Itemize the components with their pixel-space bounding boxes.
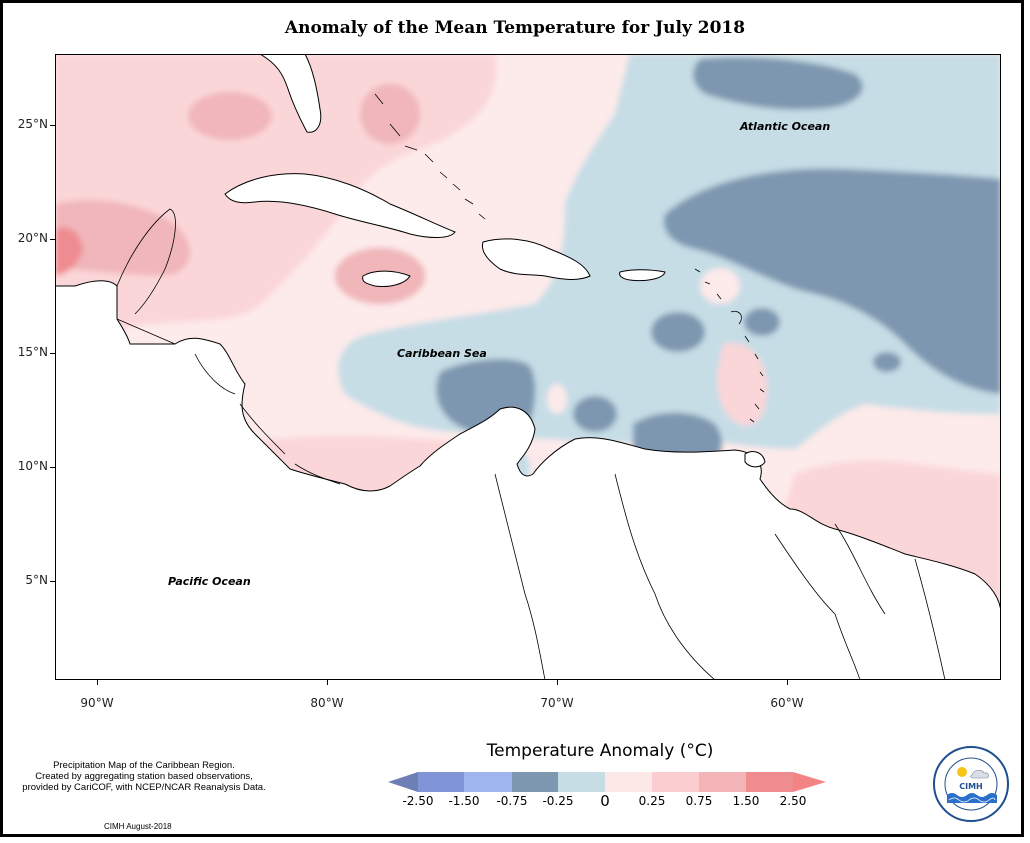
legend-colorbar bbox=[388, 770, 833, 798]
legend-swatch-5 bbox=[605, 772, 652, 792]
border-south-america bbox=[494, 473, 946, 680]
note-line-1: Precipitation Map of the Caribbean Regio… bbox=[53, 760, 235, 771]
lon-tick-70: 70°W bbox=[540, 696, 574, 710]
footer-credit: CIMH August-2018 bbox=[104, 822, 172, 831]
lon-tick-mark-70 bbox=[557, 680, 558, 685]
note-line-2: Created by aggregating station based obs… bbox=[35, 771, 253, 782]
lat-tick-mark-5 bbox=[50, 581, 55, 582]
lon-tick-60: 60°W bbox=[770, 696, 804, 710]
legend-title: Temperature Anomaly (°C) bbox=[486, 741, 714, 761]
land-puerto-rico bbox=[619, 269, 666, 282]
lat-tick-mark-20 bbox=[50, 239, 55, 240]
legend-swatch-0 bbox=[388, 772, 418, 792]
land-hispaniola bbox=[481, 238, 591, 280]
legend-label-7: 1.50 bbox=[732, 794, 760, 808]
lat-tick-5: 5°N bbox=[25, 573, 48, 587]
legend-label-3: -0.25 bbox=[542, 794, 574, 808]
anomaly-blob-gulf bbox=[188, 92, 272, 140]
lon-tick-80: 80°W bbox=[310, 696, 344, 710]
legend-swatch-8 bbox=[746, 772, 793, 792]
data-source-note: Precipitation Map of the Caribbean Regio… bbox=[8, 760, 280, 793]
anomaly-blob-yucatan-hot bbox=[55, 227, 83, 276]
legend-swatch-1 bbox=[418, 772, 464, 792]
anomaly-cold-patch-1 bbox=[651, 312, 705, 352]
lat-tick-mark-25 bbox=[50, 125, 55, 126]
cimh-logo-svg: CIMH bbox=[933, 746, 1009, 822]
land-cuba bbox=[224, 173, 456, 238]
legend-label-6: 0.75 bbox=[685, 794, 713, 808]
legend-label-5: 0.25 bbox=[638, 794, 666, 808]
legend-swatch-9 bbox=[793, 772, 826, 792]
legend-swatch-3 bbox=[512, 772, 558, 792]
anomaly-pink-aruba bbox=[547, 384, 567, 414]
map-canvas bbox=[55, 54, 1001, 680]
land-florida bbox=[259, 54, 322, 133]
legend-label-1: -1.50 bbox=[448, 794, 480, 808]
land-trinidad bbox=[744, 451, 766, 468]
lon-tick-mark-90 bbox=[97, 680, 98, 685]
legend-swatch-7 bbox=[699, 772, 746, 792]
land-jamaica bbox=[362, 270, 411, 287]
anomaly-cold-patch-4 bbox=[573, 396, 617, 432]
anomaly-cold-atlantic-north bbox=[693, 57, 863, 110]
label-caribbean-sea: Caribbean Sea bbox=[397, 347, 487, 360]
lat-tick-25: 25°N bbox=[17, 117, 48, 131]
legend-swatch-4 bbox=[558, 772, 605, 792]
yucatan-outline bbox=[116, 208, 176, 315]
lon-tick-90: 90°W bbox=[80, 696, 114, 710]
anomaly-cold-patch-2 bbox=[744, 308, 780, 336]
anomaly-map bbox=[55, 54, 1001, 680]
lat-tick-20: 20°N bbox=[17, 231, 48, 245]
lat-tick-10: 10°N bbox=[17, 459, 48, 473]
cloud-icon bbox=[970, 769, 989, 779]
legend-colorbar-svg bbox=[388, 772, 826, 792]
legend-swatch-2 bbox=[464, 772, 512, 792]
land-mainland bbox=[55, 280, 1001, 680]
lon-tick-mark-60 bbox=[787, 680, 788, 685]
anomaly-blob-bahamas bbox=[360, 84, 420, 144]
anomaly-blob-yucatan bbox=[55, 200, 190, 276]
border-central-america bbox=[116, 318, 341, 485]
legend-swatch-6 bbox=[652, 772, 699, 792]
label-atlantic-ocean: Atlantic Ocean bbox=[740, 120, 831, 133]
sun-icon bbox=[957, 767, 967, 777]
legend-label-4: 0 bbox=[600, 792, 610, 810]
note-line-3: provided by CariCOF, with NCEP/NCAR Rean… bbox=[22, 782, 266, 793]
legend-label-0: -2.50 bbox=[402, 794, 434, 808]
map-border bbox=[55, 54, 1001, 680]
label-pacific-ocean: Pacific Ocean bbox=[168, 575, 251, 588]
lesser-antilles-islands bbox=[694, 268, 765, 423]
logo-text: CIMH bbox=[959, 782, 983, 791]
anomaly-cold-patch-3 bbox=[873, 352, 901, 372]
map-title: Anomaly of the Mean Temperature for July… bbox=[284, 18, 746, 38]
legend-label-8: 2.50 bbox=[779, 794, 807, 808]
anomaly-blob-barbados bbox=[700, 268, 740, 304]
anomaly-cold-atlantic-east bbox=[663, 168, 1001, 394]
lon-tick-mark-80 bbox=[327, 680, 328, 685]
lat-tick-mark-15 bbox=[50, 353, 55, 354]
legend-label-2: -0.75 bbox=[496, 794, 528, 808]
anomaly-region-pink-lesser-antilles bbox=[717, 343, 767, 426]
lat-tick-mark-10 bbox=[50, 467, 55, 468]
anomaly-region-cool bbox=[338, 54, 1001, 449]
lat-tick-15: 15°N bbox=[17, 345, 48, 359]
cimh-logo: CIMH bbox=[932, 745, 1010, 827]
bahamas-islands bbox=[374, 93, 486, 220]
